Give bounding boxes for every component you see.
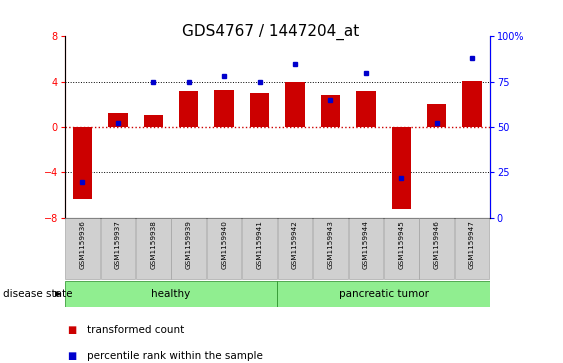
Bar xyxy=(278,219,312,279)
Bar xyxy=(172,219,206,279)
Bar xyxy=(427,105,446,127)
Text: disease state: disease state xyxy=(3,289,72,299)
Bar xyxy=(242,219,277,279)
Bar xyxy=(207,219,242,279)
Bar xyxy=(348,219,383,279)
Text: healthy: healthy xyxy=(151,289,191,299)
Text: GSM1159938: GSM1159938 xyxy=(150,220,157,269)
Text: ▶: ▶ xyxy=(55,289,62,298)
Bar xyxy=(73,127,92,199)
Bar xyxy=(391,127,411,209)
Text: GSM1159946: GSM1159946 xyxy=(434,220,440,269)
Text: GDS4767 / 1447204_at: GDS4767 / 1447204_at xyxy=(182,24,359,40)
Bar xyxy=(179,91,199,127)
Text: ■: ■ xyxy=(68,351,77,361)
Bar xyxy=(419,219,454,279)
Bar xyxy=(384,219,418,279)
Text: ■: ■ xyxy=(68,325,77,335)
Bar xyxy=(250,93,269,127)
Text: GSM1159940: GSM1159940 xyxy=(221,220,227,269)
Text: GSM1159942: GSM1159942 xyxy=(292,220,298,269)
Bar xyxy=(321,95,340,127)
Text: GSM1159936: GSM1159936 xyxy=(79,220,86,269)
Bar xyxy=(108,113,128,127)
Bar xyxy=(462,81,482,127)
Bar xyxy=(285,82,305,127)
Bar xyxy=(313,219,348,279)
Text: percentile rank within the sample: percentile rank within the sample xyxy=(87,351,263,361)
Text: GSM1159947: GSM1159947 xyxy=(469,220,475,269)
Bar xyxy=(144,115,163,127)
Bar xyxy=(215,90,234,127)
Bar xyxy=(65,219,100,279)
Bar xyxy=(65,281,278,307)
Text: pancreatic tumor: pancreatic tumor xyxy=(338,289,428,299)
Text: GSM1159941: GSM1159941 xyxy=(257,220,262,269)
Text: GSM1159939: GSM1159939 xyxy=(186,220,192,269)
Text: GSM1159945: GSM1159945 xyxy=(398,220,404,269)
Bar xyxy=(356,91,376,127)
Bar xyxy=(136,219,171,279)
Text: GSM1159944: GSM1159944 xyxy=(363,220,369,269)
Bar xyxy=(101,219,135,279)
Text: GSM1159937: GSM1159937 xyxy=(115,220,121,269)
Text: GSM1159943: GSM1159943 xyxy=(328,220,333,269)
Bar xyxy=(278,281,490,307)
Bar xyxy=(455,219,489,279)
Text: transformed count: transformed count xyxy=(87,325,185,335)
